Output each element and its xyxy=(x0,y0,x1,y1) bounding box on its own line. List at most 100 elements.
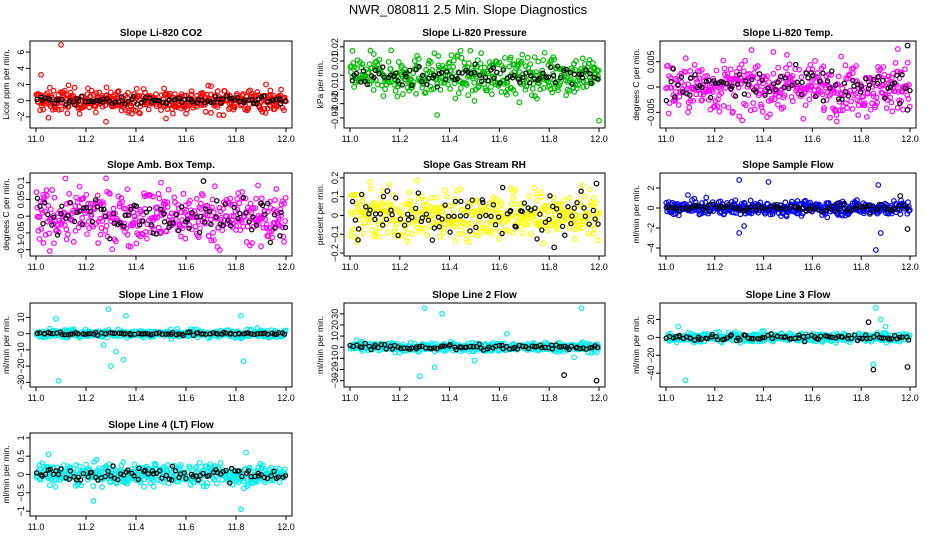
selected-point xyxy=(678,74,685,80)
x-tick-label: 11.0 xyxy=(658,393,675,403)
y-tick-label: 0 xyxy=(646,205,656,210)
y-tick-label: 0.005 xyxy=(646,50,656,73)
data-point xyxy=(455,90,462,97)
x-tick-label: 11.4 xyxy=(755,262,772,272)
data-point xyxy=(528,92,535,99)
selected-point xyxy=(272,225,278,231)
selected-point xyxy=(737,337,743,343)
data-point xyxy=(493,209,500,216)
data-point xyxy=(579,55,586,62)
selected-point xyxy=(425,217,432,223)
data-point xyxy=(109,246,116,253)
selected-point xyxy=(250,214,256,220)
selected-point xyxy=(863,75,869,82)
selected-point xyxy=(62,331,68,338)
y-tick-label: 0.02 xyxy=(330,38,340,56)
panel-title: Slope Line 2 Flow xyxy=(432,290,517,301)
selected-point xyxy=(759,334,766,341)
x-tick-label: 12.0 xyxy=(277,393,295,403)
data-point xyxy=(382,86,389,93)
data-point xyxy=(704,72,711,79)
outlier-point xyxy=(103,118,109,125)
selected-point xyxy=(431,225,438,231)
data-point xyxy=(198,102,205,109)
selected-point xyxy=(186,225,192,231)
data-point xyxy=(443,193,450,200)
data-point xyxy=(849,106,856,112)
data-point xyxy=(502,54,508,61)
data-point xyxy=(85,218,92,225)
selected-point xyxy=(380,64,386,70)
selected-point xyxy=(857,204,864,210)
selected-point xyxy=(88,98,94,105)
data-point xyxy=(538,194,545,201)
selected-point xyxy=(820,98,827,104)
selected-point xyxy=(542,219,549,225)
x-tick-label: 11.4 xyxy=(441,393,458,403)
selected-point xyxy=(745,335,751,341)
selected-point xyxy=(81,205,87,211)
selected-point xyxy=(154,97,160,104)
data-point xyxy=(70,93,77,99)
selected-point xyxy=(801,338,808,345)
selected-point xyxy=(409,214,415,221)
selected-point xyxy=(456,70,462,76)
data-point xyxy=(574,85,580,92)
data-point xyxy=(522,86,529,93)
selected-point xyxy=(841,201,848,207)
data-point xyxy=(904,92,911,99)
data-point xyxy=(261,207,268,214)
selected-point xyxy=(167,220,173,227)
data-point xyxy=(707,106,714,113)
y-tick-label: 0.01 xyxy=(330,52,340,70)
selected-point xyxy=(595,76,601,82)
data-point xyxy=(411,214,417,221)
data-point xyxy=(567,76,574,83)
data-point xyxy=(462,229,469,236)
selected-point xyxy=(527,72,534,79)
selected-point xyxy=(842,88,849,95)
data-point xyxy=(906,81,912,88)
selected-point xyxy=(586,221,592,227)
selected-point xyxy=(880,77,886,84)
selected-point xyxy=(691,202,697,209)
data-point xyxy=(504,91,510,98)
x-tick-label: 12.0 xyxy=(901,262,919,272)
data-point xyxy=(747,197,754,204)
data-point xyxy=(245,204,251,211)
data-point xyxy=(461,59,468,66)
selected-point xyxy=(282,98,288,104)
data-point xyxy=(87,93,94,100)
selected-point xyxy=(358,191,365,198)
data-point xyxy=(282,218,289,225)
data-point xyxy=(84,231,90,238)
data-point xyxy=(780,104,787,111)
data-point xyxy=(438,79,445,86)
data-point xyxy=(407,76,414,83)
data-point xyxy=(849,70,856,77)
selected-point xyxy=(824,333,831,340)
x-tick-label: 11.4 xyxy=(128,134,145,144)
selected-point xyxy=(782,206,789,212)
data-point xyxy=(127,243,134,250)
selected-point xyxy=(383,216,390,222)
data-point xyxy=(170,110,176,117)
data-point xyxy=(516,216,523,222)
selected-point xyxy=(595,221,601,227)
outlier-point xyxy=(736,113,743,120)
data-point xyxy=(512,201,519,208)
data-point xyxy=(512,90,519,97)
panel-title: Slope Li-820 CO2 xyxy=(120,28,203,39)
outlier-point xyxy=(904,364,911,370)
selected-point xyxy=(265,200,271,207)
data-point xyxy=(46,230,52,237)
outlier-point xyxy=(904,226,911,232)
data-point xyxy=(46,482,53,489)
data-point xyxy=(685,109,691,116)
data-point xyxy=(839,212,846,219)
data-point xyxy=(274,103,280,110)
selected-point xyxy=(182,96,188,103)
selected-point xyxy=(381,341,388,348)
selected-point xyxy=(121,223,127,230)
